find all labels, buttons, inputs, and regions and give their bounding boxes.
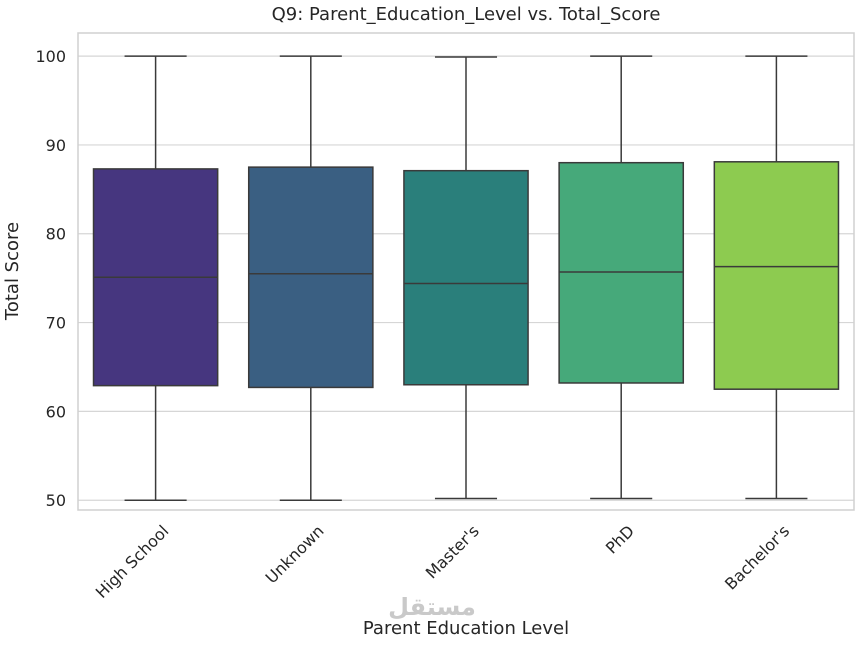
x-tick-label: Bachelor's: [721, 521, 793, 593]
y-axis-label: Total Score: [2, 222, 23, 321]
plot-frame: [77, 32, 855, 511]
boxes: [92, 55, 840, 501]
x-tick-label: Unknown: [262, 521, 328, 587]
y-tick-label: 70: [46, 314, 66, 333]
x-tick-label: PhD: [602, 521, 638, 557]
box-group: [92, 55, 219, 501]
y-tick-label: 60: [46, 402, 66, 421]
y-tick-label: 100: [35, 47, 66, 66]
chart-title: Q9: Parent_Education_Level vs. Total_Sco…: [272, 4, 661, 25]
iqr-box: [247, 166, 374, 389]
x-axis-label: Parent Education Level: [363, 618, 569, 639]
box-group: [713, 55, 840, 500]
x-tick-label: Master's: [422, 521, 483, 582]
iqr-box: [403, 169, 529, 386]
y-tick-label: 90: [46, 136, 66, 155]
iqr-box: [558, 161, 685, 384]
y-tick-label: 80: [46, 225, 66, 244]
iqr-box: [713, 161, 840, 390]
y-ticks: 50 60 70 80 90 100: [35, 47, 66, 510]
watermark-logo: مستقل: [388, 593, 476, 621]
x-ticks: High School Unknown Master's PhD Bachelor's: [92, 521, 793, 602]
box-group: [403, 56, 529, 500]
box-group: [558, 55, 685, 500]
x-tick-label: High School: [92, 521, 173, 602]
box-group: [247, 55, 374, 501]
y-tick-label: 50: [46, 491, 66, 510]
